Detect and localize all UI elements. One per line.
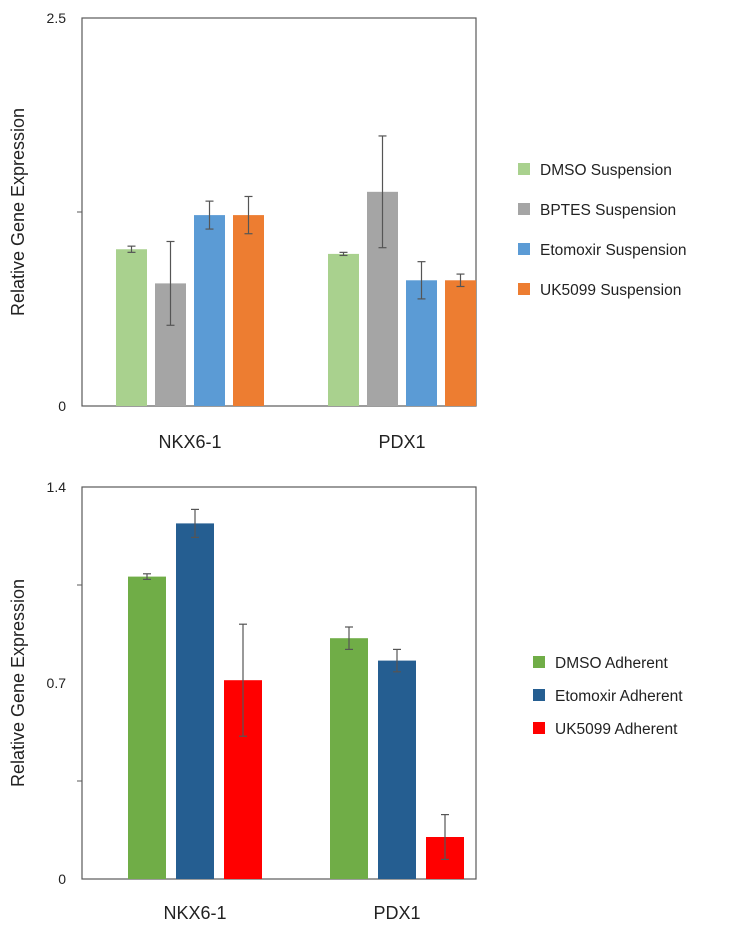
y-tick-label: 2.5 — [47, 10, 67, 26]
legend-swatch — [533, 656, 545, 668]
legend-label: Etomoxir Adherent — [555, 688, 683, 705]
legend-swatch — [518, 203, 530, 215]
legend-swatch — [518, 243, 530, 255]
y-axis-label: Relative Gene Expression — [8, 108, 28, 316]
bar — [445, 280, 476, 406]
legend-label: DMSO Adherent — [555, 655, 669, 672]
plot-frame — [81, 486, 477, 880]
legend-label: DMSO Suspension — [540, 162, 672, 179]
bar — [128, 576, 166, 879]
bar — [378, 660, 416, 879]
bar — [116, 249, 147, 406]
legend-swatch — [533, 722, 545, 734]
y-axis-label: Relative Gene Expression — [8, 579, 28, 787]
bar — [176, 523, 214, 879]
chart-1: 0 2.5 Relative Gene Expression NKX6-1 PDX1 DM… — [8, 10, 686, 452]
bar — [194, 215, 225, 406]
legend-swatch — [518, 283, 530, 295]
bar — [233, 215, 264, 406]
category-label: NKX6-1 — [163, 903, 226, 923]
category-label: NKX6-1 — [158, 432, 221, 452]
y-tick-label: 0 — [58, 871, 66, 887]
legend-label: UK5099 Adherent — [555, 721, 678, 738]
legend-swatch — [533, 689, 545, 701]
y-tick-label: 1.4 — [47, 479, 67, 495]
category-label: PDX1 — [378, 432, 425, 452]
legend-label: Etomoxir Suspension — [540, 242, 686, 259]
legend-label: UK5099 Suspension — [540, 282, 681, 299]
legend-swatch — [518, 163, 530, 175]
legend-label: BPTES Suspension — [540, 202, 676, 219]
bar — [328, 253, 359, 406]
chart-2: 0 0.7 1.4 Relative Gene Expression NKX6-1 PDX… — [8, 479, 683, 923]
bar — [406, 280, 437, 406]
category-label: PDX1 — [373, 903, 420, 923]
y-tick-label: 0 — [58, 398, 66, 414]
y-tick-label: 0.7 — [47, 675, 67, 691]
bar — [330, 638, 368, 879]
